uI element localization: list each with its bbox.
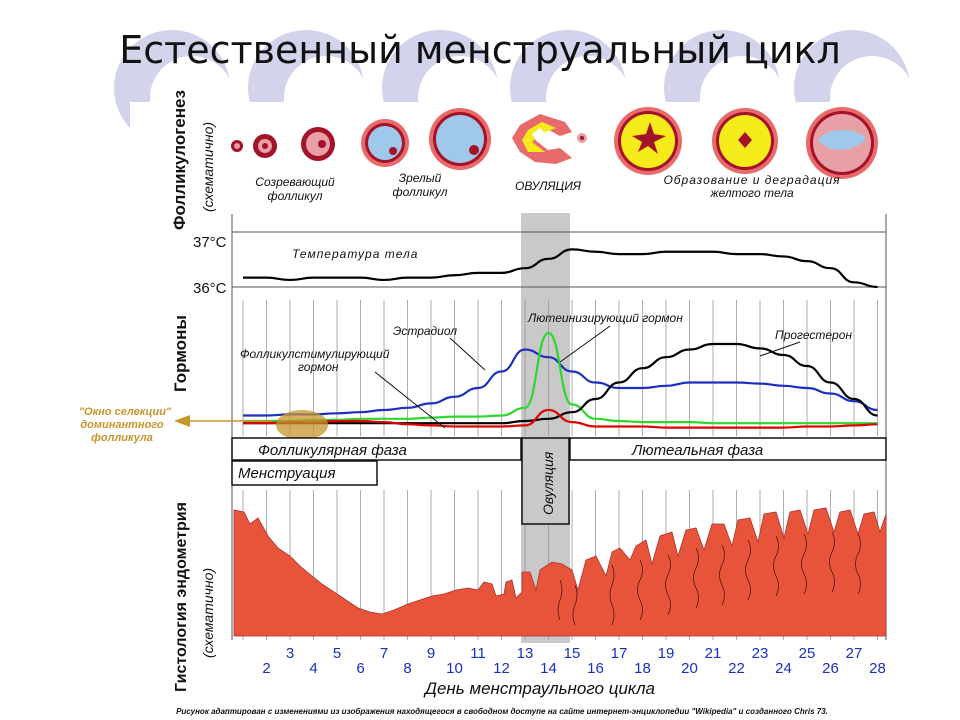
follicle-3: [301, 127, 335, 161]
day-tick-23: 23: [752, 645, 769, 662]
follicle-1: [231, 140, 243, 152]
label-corpus-1: Образование и деградация: [663, 173, 840, 187]
day-tick-2: 2: [262, 660, 270, 677]
fsh-line: [243, 408, 878, 429]
day-tick-11: 11: [470, 645, 486, 662]
endometrium-shape: [233, 507, 887, 637]
day-tick-5: 5: [333, 645, 341, 662]
slide-title: Естественный менструальный цикл: [119, 28, 841, 72]
label-maturing-1: Созревающий: [255, 175, 335, 189]
day-tick-9: 9: [427, 645, 435, 662]
selection-window-line-3: фолликула: [91, 432, 153, 444]
follicle-row: [231, 107, 878, 179]
menstruation-label: Менструация: [238, 465, 336, 482]
follicular-phase-label: Фолликулярная фаза: [258, 442, 407, 459]
section-folliculogenesis: Фолликулогенез (схематично): [170, 90, 216, 230]
follicle-4: [361, 119, 409, 167]
follicular-phase-bar: [231, 437, 522, 461]
day-tick-21: 21: [705, 645, 722, 662]
day-tick-18: 18: [634, 660, 651, 677]
day-tick-10: 10: [446, 660, 463, 677]
day-tick-14: 14: [540, 660, 557, 677]
hormone-labels: Эстрадиол Лютеинизирующий гормон Прогест…: [240, 311, 852, 374]
day-tick-27: 27: [846, 645, 863, 662]
leader-lines: [374, 325, 801, 429]
x-axis-label: День менстраульного цикла: [423, 679, 655, 698]
selection-window: "Окно селекции" доминантного фолликула: [79, 406, 328, 444]
day-axis: 3 5 7 9 11 13 15 17 19 21 23 25 272 4 6 8 10 12 14 16 18 20 22…: [262, 645, 886, 677]
selection-arrow-icon: [174, 415, 190, 427]
day-tick-17: 17: [611, 645, 628, 662]
label-maturing-2: фолликул: [267, 189, 322, 203]
day-tick-6: 6: [356, 660, 364, 677]
day-tick-25: 25: [799, 645, 816, 662]
label-mature-2: фолликул: [392, 185, 447, 199]
temperature-line: [243, 248, 878, 289]
ovulation-bar: [521, 437, 570, 525]
luteal-phase-label: Лютеальная фаза: [631, 442, 763, 459]
hormones-title: Гормоны: [171, 315, 190, 392]
follicle-2: [253, 134, 277, 158]
phase-bars: Фолликулярная фаза Лютеальная фаза Менст…: [231, 437, 887, 525]
day-tick-19: 19: [658, 645, 675, 662]
label-fsh-1: Фолликулстимулирующий: [240, 347, 390, 361]
day-tick-3: 3: [286, 645, 294, 662]
label-estradiol: Эстрадиол: [393, 324, 457, 338]
label-lh: Лютеинизирующий гормон: [527, 311, 683, 325]
folliculogenesis-title: Фолликулогенез: [170, 90, 189, 230]
endometrium-histology: [233, 507, 887, 637]
section-endometrium: Гистология эндометрия (схематично): [173, 502, 216, 692]
ovulation-bar-label: Овуляция: [540, 451, 556, 515]
temp-tick-high: 37°C: [193, 234, 227, 251]
day-tick-20: 20: [681, 660, 698, 677]
label-ovulation: ОВУЛЯЦИЯ: [515, 179, 582, 193]
menstruation-bar: [231, 460, 378, 486]
day-tick-13: 13: [517, 645, 534, 662]
endometrium-subtitle: (схематично): [200, 568, 216, 658]
follicle-5: [429, 108, 491, 170]
label-progesterone: Прогестерон: [775, 328, 852, 342]
selection-window-marker: [276, 410, 328, 440]
day-tick-24: 24: [775, 660, 792, 677]
day-tick-26: 26: [822, 660, 839, 677]
endometrium-title: Гистология эндометрия: [173, 502, 190, 692]
day-tick-4: 4: [309, 660, 317, 677]
day-tick-12: 12: [493, 660, 510, 677]
day-tick-22: 22: [728, 660, 745, 677]
day-tick-16: 16: [587, 660, 604, 677]
label-corpus-2: желтого тела: [709, 186, 794, 200]
corpus-luteum-2: [712, 108, 778, 174]
footnote: Рисунок адаптирован с изменениями из изо…: [176, 707, 828, 716]
day-tick-15: 15: [564, 645, 581, 662]
luteal-phase-bar: [569, 437, 887, 461]
temperature-label: Температура тела: [292, 247, 418, 261]
lh-line: [242, 331, 878, 425]
day-tick-7: 7: [380, 645, 388, 662]
temp-tick-low: 36°C: [193, 280, 227, 297]
temperature-layer: [243, 248, 878, 289]
day-tick-8: 8: [403, 660, 411, 677]
day-tick-28: 28: [869, 660, 886, 677]
endometrium-glands: [557, 531, 861, 626]
label-fsh-2: гормон: [298, 360, 339, 374]
corpus-luteum-1: [614, 107, 682, 175]
follicle-ovulation: [512, 114, 587, 164]
selection-window-line-2: доминантного: [80, 419, 164, 431]
folliculogenesis-subtitle: (схематично): [200, 122, 216, 212]
label-mature-1: Зрелый: [399, 171, 442, 185]
corpus-luteum-3: [806, 107, 878, 179]
selection-window-line-1: "Окно селекции": [79, 406, 172, 418]
